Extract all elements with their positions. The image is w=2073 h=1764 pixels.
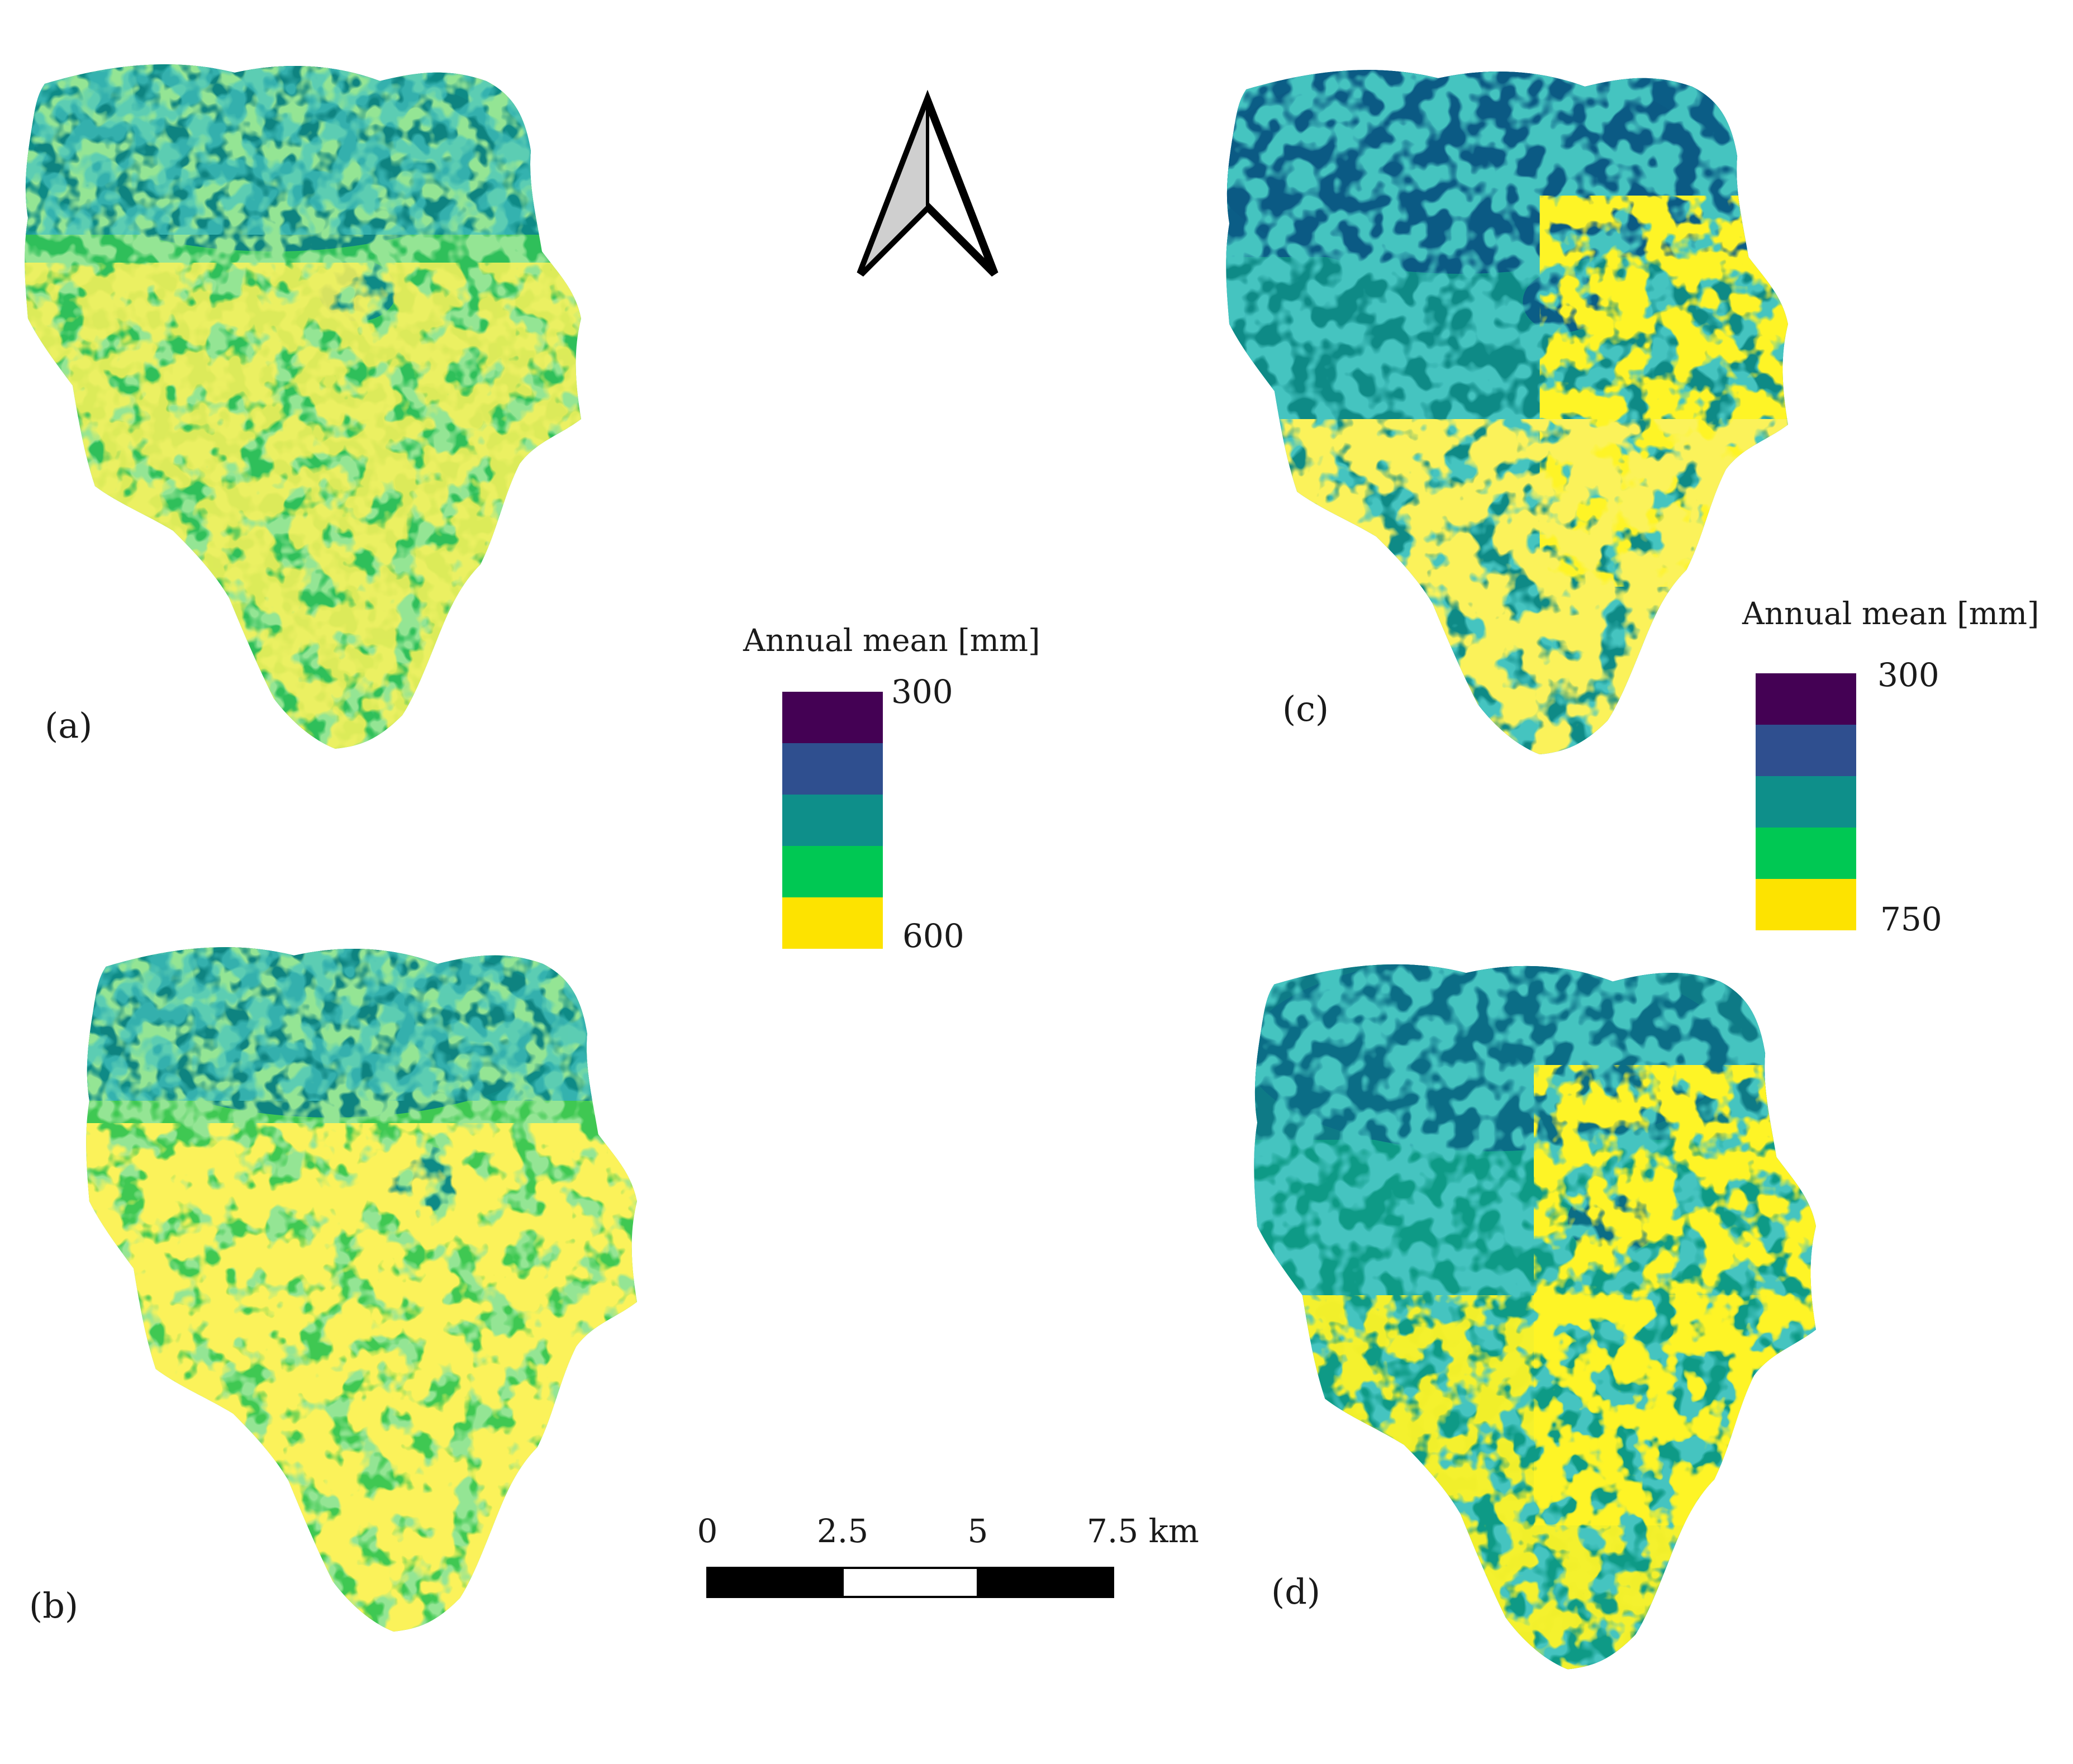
scale-tick-1: 2.5 — [817, 1512, 868, 1550]
scale-tick-3: 7.5 km — [1087, 1512, 1199, 1550]
legend-c-title: Annual mean [mm] — [1742, 596, 2039, 631]
legend-c-class-5 — [1756, 879, 1856, 930]
legend-a: Annual mean [mm] 300 600 — [743, 622, 1040, 955]
panel-label-b: (b) — [29, 1585, 78, 1626]
scale-bar-segment-1 — [706, 1567, 844, 1598]
legend-c-class-1 — [1756, 673, 1856, 725]
north-arrow-icon — [857, 89, 999, 277]
legend-a-class-1 — [782, 692, 883, 743]
scale-tick-2: 5 — [968, 1512, 988, 1550]
map-panel-d — [1254, 964, 1816, 1670]
legend-a-title: Annual mean [mm] — [743, 622, 1040, 658]
map-panel-c — [1226, 70, 1788, 754]
legend-a-min: 300 — [891, 673, 953, 711]
legend-a-class-3 — [782, 795, 883, 846]
legend-a-class-4 — [782, 846, 883, 897]
scale-bar-segment-2 — [841, 1567, 979, 1598]
legend-c-class-2 — [1756, 725, 1856, 776]
legend-a-class-5 — [782, 897, 883, 949]
panel-label-c: (c) — [1282, 688, 1329, 729]
map-panel-a — [25, 64, 581, 749]
panel-label-d: (d) — [1271, 1571, 1320, 1612]
legend-a-max: 600 — [902, 917, 964, 955]
legend-c-class-3 — [1756, 776, 1856, 828]
legend-c-class-4 — [1756, 828, 1856, 879]
scale-bar: 0 2.5 5 7.5 km — [697, 1512, 1199, 1598]
legend-a-class-2 — [782, 743, 883, 795]
scale-tick-0: 0 — [697, 1512, 718, 1550]
panel-label-a: (a) — [45, 705, 92, 746]
scale-bar-segment-3 — [977, 1567, 1114, 1598]
map-panel-b — [86, 947, 637, 1632]
legend-c-min: 300 — [1877, 656, 1939, 694]
legend-c: Annual mean [mm] 300 750 — [1742, 596, 2039, 938]
legend-c-max: 750 — [1880, 900, 1942, 938]
